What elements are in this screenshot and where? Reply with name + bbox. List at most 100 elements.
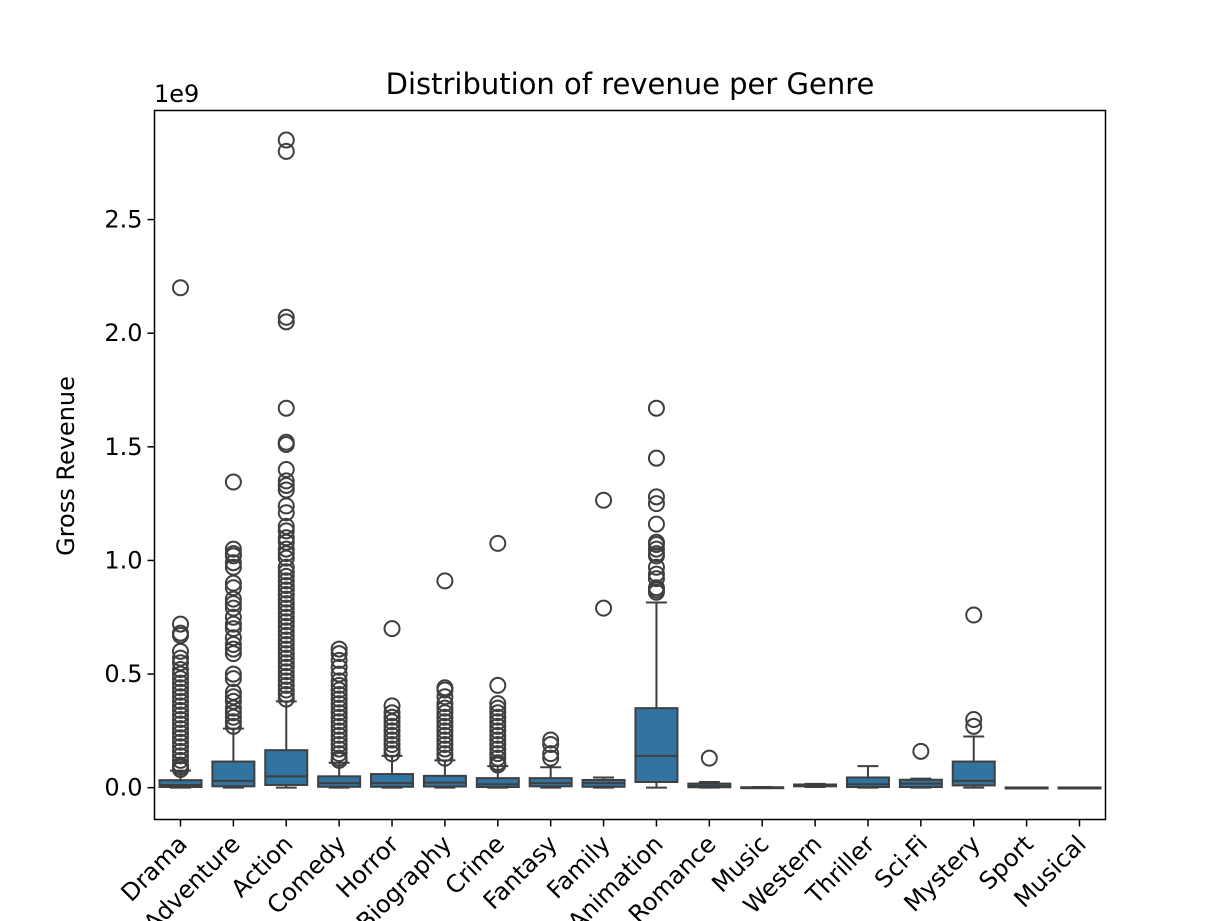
outlier-point: [277, 549, 295, 567]
outlier-point: [436, 749, 454, 767]
box-iqr: [211, 760, 256, 788]
outlier-point: [277, 590, 295, 608]
outlier-point: [436, 695, 454, 713]
outlier-point: [277, 636, 295, 654]
outlier-point: [277, 399, 295, 417]
outlier-point: [647, 488, 665, 506]
outlier-point: [489, 695, 507, 713]
outlier-point: [224, 608, 242, 626]
box-iqr: [317, 775, 362, 788]
outlier-point: [330, 713, 348, 731]
outlier-point: [277, 142, 295, 160]
outlier-point: [436, 736, 454, 754]
outlier-point: [224, 547, 242, 565]
outlier-point: [277, 545, 295, 563]
outlier-point: [277, 613, 295, 631]
box-group-romance: [687, 749, 732, 789]
y-tick-label: 1.0: [104, 546, 142, 574]
y-tick-label: 0.0: [104, 774, 142, 802]
outlier-point: [277, 604, 295, 622]
outlier-point: [277, 576, 295, 594]
outlier-point: [383, 726, 401, 744]
outlier-point: [489, 676, 507, 694]
outlier-point: [436, 745, 454, 763]
outlier-point: [436, 717, 454, 735]
outlier-point: [172, 720, 189, 738]
outlier-point: [383, 740, 401, 758]
outlier-point: [965, 717, 983, 735]
outlier-point: [277, 595, 295, 613]
box-group-comedy: [317, 640, 362, 789]
outlier-point: [277, 640, 295, 658]
outlier-point: [383, 731, 401, 749]
outlier-point: [436, 722, 454, 740]
outlier-point: [277, 558, 295, 576]
outlier-point: [436, 740, 454, 758]
y-tick-label: 1.5: [104, 433, 142, 461]
y-tick-label: 0.5: [104, 660, 142, 688]
outlier-point: [224, 540, 242, 558]
outlier-point: [172, 661, 189, 679]
box-iqr: [158, 779, 203, 789]
outlier-point: [172, 761, 189, 779]
outlier-point: [277, 313, 295, 331]
outlier-point: [489, 699, 507, 717]
outlier-point: [277, 540, 295, 558]
outlier-point: [277, 308, 295, 326]
y-axis-label: Gross Revenue: [52, 376, 80, 556]
outlier-point: [436, 699, 454, 717]
outlier-point: [277, 497, 295, 515]
outlier-point: [330, 704, 348, 722]
outlier-point: [330, 745, 348, 763]
outlier-point: [277, 686, 295, 704]
outlier-point: [172, 738, 189, 756]
outlier-point: [172, 733, 189, 751]
outlier-point: [277, 608, 295, 626]
box-group-musical: [1057, 786, 1102, 790]
outlier-point: [277, 631, 295, 649]
outlier-point: [647, 540, 665, 558]
outlier-point: [277, 626, 295, 644]
outlier-point: [647, 570, 665, 588]
outlier-point: [330, 717, 348, 735]
chart-title: Distribution of revenue per Genre: [386, 67, 875, 101]
outlier-point: [172, 706, 189, 724]
box-group-sci-fi: [898, 742, 943, 789]
outlier-point: [224, 640, 242, 658]
outlier-point: [436, 681, 454, 699]
outlier-point: [277, 563, 295, 581]
outlier-point: [330, 690, 348, 708]
outlier-point: [172, 279, 189, 297]
outlier-point: [330, 695, 348, 713]
outlier-point: [224, 708, 242, 726]
plot-frame: [153, 109, 1107, 821]
outlier-point: [277, 667, 295, 685]
outlier-point: [542, 731, 560, 749]
outlier-point: [172, 615, 189, 633]
outlier-point: [224, 713, 242, 731]
outlier-point: [330, 699, 348, 717]
outlier-point: [172, 692, 189, 710]
outlier-point: [224, 636, 242, 654]
box-group-drama: [158, 279, 203, 789]
outlier-point: [489, 736, 507, 754]
outlier-point: [330, 740, 348, 758]
outlier-point: [330, 726, 348, 744]
outlier-point: [277, 436, 295, 454]
y-tick-label: 2.0: [104, 319, 142, 347]
box-iqr: [951, 760, 996, 787]
outlier-point: [489, 731, 507, 749]
outlier-point: [330, 658, 348, 676]
outlier-point: [489, 534, 507, 552]
outlier-point: [172, 697, 189, 715]
outlier-point: [277, 472, 295, 490]
outlier-point: [595, 491, 613, 509]
outlier-point: [436, 572, 454, 590]
outlier-point: [647, 583, 665, 601]
outlier-point: [277, 599, 295, 617]
outlier-point: [330, 672, 348, 690]
outlier-point: [330, 645, 348, 663]
outlier-point: [912, 742, 930, 760]
outlier-point: [489, 726, 507, 744]
